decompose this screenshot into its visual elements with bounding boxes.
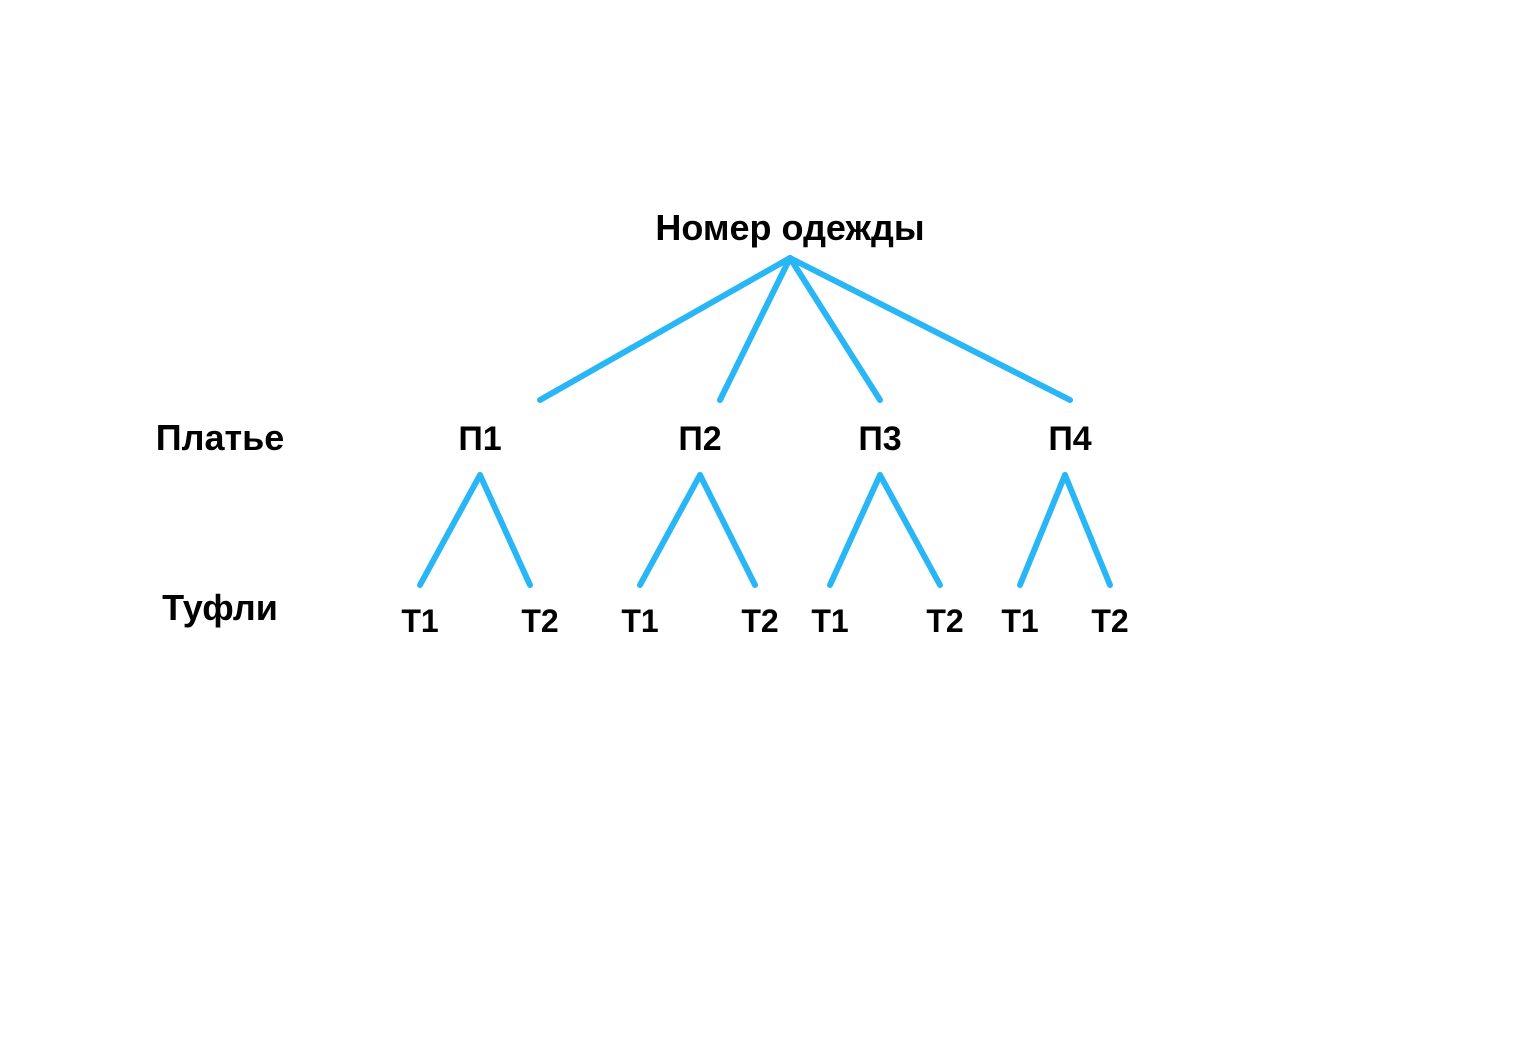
tree-diagram: Номер одежды Платье Туфли П1 П2 П3 П4 Т1 Т2 Т1 Т2 Т… — [0, 0, 1536, 1044]
node-p2: П2 — [678, 420, 721, 458]
row-label-1: Туфли — [162, 587, 278, 628]
node-p3: П3 — [858, 420, 901, 458]
leaf-p1-t1: Т1 — [401, 603, 438, 639]
diagram-title: Номер одежды — [655, 207, 924, 248]
leaf-p3-t1: Т1 — [811, 603, 848, 639]
row-label-0: Платье — [156, 417, 285, 458]
node-p4: П4 — [1048, 420, 1091, 458]
leaf-p2-t2: Т2 — [741, 603, 778, 639]
leaf-p4-t1: Т1 — [1001, 603, 1038, 639]
leaf-p1-t2: Т2 — [521, 603, 558, 639]
leaf-p4-t2: Т2 — [1091, 603, 1128, 639]
node-p1: П1 — [458, 420, 501, 458]
leaf-p3-t2: Т2 — [926, 603, 963, 639]
leaf-p2-t1: Т1 — [621, 603, 658, 639]
